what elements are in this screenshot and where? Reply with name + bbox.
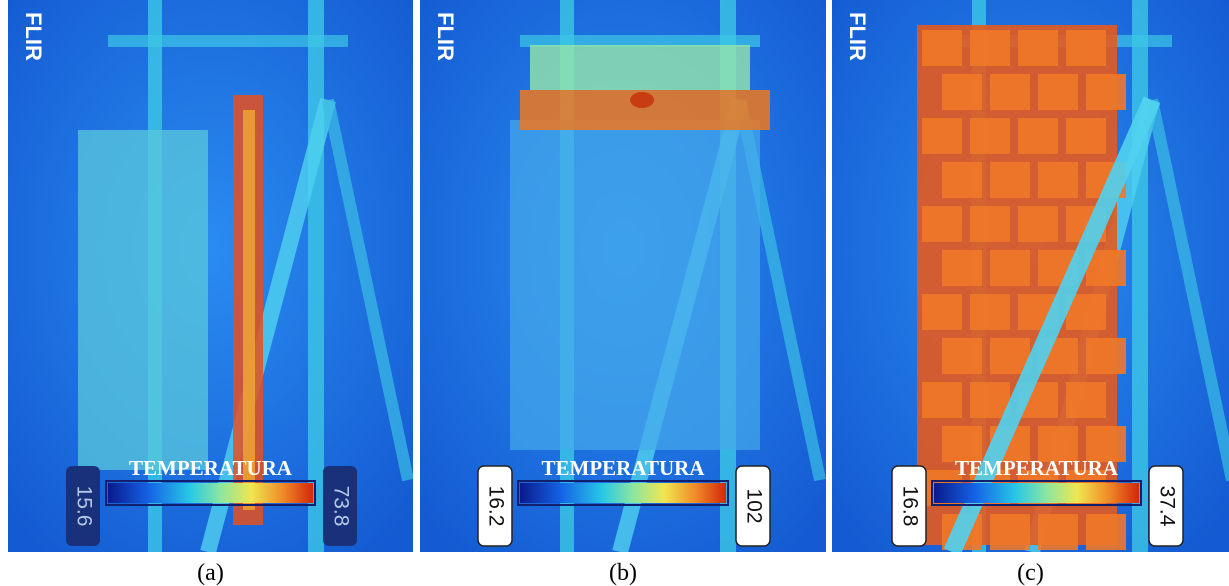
brick: [942, 74, 982, 110]
brick: [942, 338, 982, 374]
brick: [1018, 206, 1058, 242]
brick: [990, 250, 1030, 286]
brick: [970, 30, 1010, 66]
panel: [78, 130, 208, 470]
brick: [922, 382, 962, 418]
brick: [970, 294, 1010, 330]
brick: [922, 30, 962, 66]
flir-logo: FLIR: [845, 12, 870, 61]
logo-text: FLIR: [433, 12, 458, 61]
color-bar: [108, 483, 313, 503]
scale-title: TEMPERATURA: [955, 456, 1119, 480]
brick: [1086, 74, 1126, 110]
flir-logo: FLIR: [433, 12, 458, 61]
figure: FLIR TEMPERATURA 15.6 73.8 (a) FLIR TEMPERATUR…: [0, 0, 1229, 586]
caption: (c): [1017, 560, 1044, 586]
scale-title: TEMPERATURA: [542, 456, 706, 480]
brick: [970, 206, 1010, 242]
top-plate: [530, 45, 750, 90]
brick: [1018, 30, 1058, 66]
color-bar: [520, 483, 726, 503]
brick: [1066, 382, 1106, 418]
scale-min: 15.6: [72, 486, 95, 527]
scale-max: 37.4: [1155, 486, 1178, 527]
scale-max: 102: [742, 488, 765, 523]
brick: [970, 118, 1010, 154]
thermal-image: FLIR TEMPERATURA 16.2 102: [420, 0, 826, 552]
scale-title: TEMPERATURA: [129, 456, 293, 480]
brick: [1086, 514, 1126, 550]
pipe: [630, 92, 654, 108]
thermal-image: FLIR TEMPERATURA 16.8 37.4: [832, 0, 1229, 552]
tank: [510, 120, 760, 450]
logo-text: FLIR: [845, 12, 870, 61]
scale-min: 16.2: [484, 486, 507, 527]
brick: [1086, 338, 1126, 374]
hot-core: [243, 110, 255, 510]
brick: [922, 118, 962, 154]
brick: [1018, 118, 1058, 154]
scale-min: 16.8: [898, 486, 921, 527]
brick: [922, 294, 962, 330]
brick: [1066, 30, 1106, 66]
thermal-image: FLIR TEMPERATURA 15.6 73.8: [8, 0, 413, 552]
logo-text: FLIR: [21, 12, 46, 61]
frame-post: [308, 0, 324, 552]
frame-beam: [108, 35, 348, 47]
scale-max: 73.8: [329, 486, 352, 527]
brick: [1038, 514, 1078, 550]
caption: (b): [609, 560, 637, 586]
brick: [922, 206, 962, 242]
brick: [1038, 74, 1078, 110]
brick: [1038, 162, 1078, 198]
brick: [990, 74, 1030, 110]
frame-post: [1132, 0, 1148, 552]
flir-logo: FLIR: [21, 12, 46, 61]
color-bar: [934, 483, 1139, 503]
brick: [990, 162, 1030, 198]
brick: [942, 162, 982, 198]
brick: [990, 514, 1030, 550]
brick: [942, 250, 982, 286]
caption: (a): [197, 560, 224, 586]
brick: [1066, 118, 1106, 154]
